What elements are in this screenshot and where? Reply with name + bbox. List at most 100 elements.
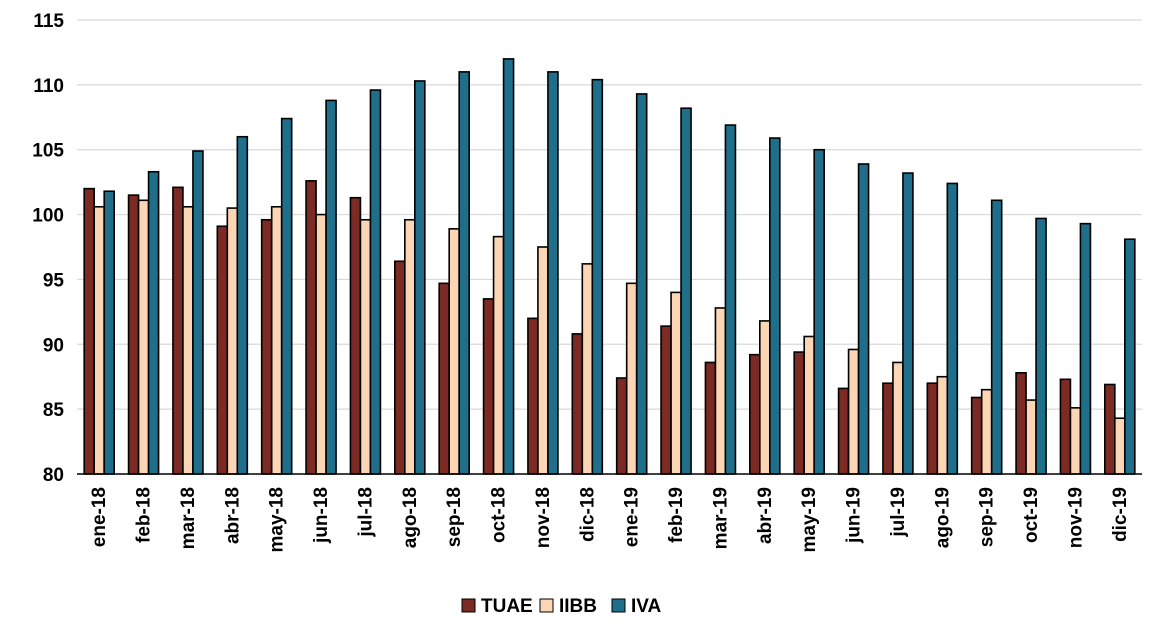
bar-tuae — [305, 180, 317, 475]
x-tick-label: oct-19 — [1021, 487, 1042, 543]
y-tick-label: 105 — [32, 141, 64, 162]
bar-iva — [680, 107, 692, 475]
bar-iibb — [137, 199, 150, 475]
x-tick-label: jul-18 — [355, 487, 376, 538]
bar-iibb — [182, 205, 194, 475]
x-tick-label: oct-18 — [489, 487, 510, 543]
bar-tuae — [571, 333, 584, 475]
bar-iibb — [93, 205, 105, 475]
bar-tuae — [216, 225, 229, 475]
bar-tuae — [260, 218, 273, 475]
x-tick-label: ene-19 — [622, 487, 643, 547]
bar-iibb — [714, 307, 727, 475]
bar-iva — [813, 148, 825, 475]
category-group — [970, 199, 1003, 475]
bar-tuae — [482, 298, 495, 475]
bar-tuae — [438, 282, 450, 475]
category-group — [1015, 217, 1047, 475]
bar-iva — [414, 80, 426, 475]
legend-label: IVA — [631, 596, 662, 617]
bar-iva — [946, 182, 959, 475]
legend-swatch — [611, 598, 626, 613]
bar-iva — [103, 190, 115, 475]
x-tick-label: ago-18 — [400, 487, 421, 548]
bar-iva — [990, 199, 1003, 475]
bar-tuae — [837, 387, 850, 475]
bar-iva — [1079, 222, 1092, 475]
category-group — [83, 187, 115, 475]
x-tick-label: jun-19 — [844, 487, 865, 544]
x-tick-label: may-19 — [799, 487, 820, 553]
category-group — [704, 124, 737, 475]
y-tick-label: 85 — [43, 400, 65, 421]
x-tick-label: dic-19 — [1110, 487, 1131, 542]
bar-iibb — [359, 218, 372, 475]
bar-iva — [502, 58, 515, 475]
x-tick-label: sep-18 — [444, 487, 465, 547]
category-group — [216, 135, 249, 475]
bar-iibb — [892, 361, 904, 475]
bar-iibb — [980, 388, 993, 475]
bar-iva — [547, 71, 559, 475]
category-group — [749, 137, 781, 475]
x-tick-label: dic-18 — [577, 487, 598, 542]
bar-iibb — [803, 335, 815, 475]
bar-tuae — [172, 186, 184, 475]
category-group — [660, 107, 692, 475]
category-group — [1104, 238, 1136, 475]
category-group — [438, 71, 470, 475]
x-tick-label: sep-19 — [977, 487, 998, 547]
legend-item-iibb: IIBB — [539, 596, 597, 617]
gridlines — [77, 19, 1142, 410]
bar-tuae — [926, 382, 939, 475]
bar-iibb — [492, 235, 505, 475]
category-group — [349, 89, 382, 475]
y-tick-label: 110 — [33, 76, 64, 97]
bar-iva — [192, 150, 204, 475]
legend-label: IIBB — [559, 596, 597, 617]
bar-iva — [280, 117, 293, 475]
bar-tuae — [1059, 378, 1072, 475]
x-tick-label: ene-18 — [89, 487, 110, 547]
bar-iva — [458, 71, 470, 475]
bar-iibb — [1025, 399, 1037, 475]
x-tick-label: nov-18 — [533, 487, 554, 548]
category-group — [527, 71, 559, 475]
y-tick-label: 115 — [33, 11, 64, 32]
bar-iibb — [404, 218, 416, 475]
x-tick-label: jun-18 — [311, 487, 332, 544]
legend-swatch — [539, 598, 554, 613]
bar-iva — [236, 135, 249, 475]
x-tick-label: abr-19 — [755, 487, 776, 544]
bar-tuae — [1104, 383, 1116, 475]
bar-iibb — [315, 213, 327, 475]
category-group — [482, 58, 515, 475]
bar-iva — [1124, 238, 1136, 475]
category-group — [926, 182, 959, 475]
category-group — [172, 150, 204, 475]
bar-iva — [1035, 217, 1047, 475]
x-tick-label: may-18 — [267, 487, 288, 553]
bar-iva — [724, 124, 737, 475]
legend-item-iva: IVA — [611, 596, 662, 617]
bar-tuae — [970, 396, 983, 475]
y-tick-label: 95 — [43, 270, 65, 291]
legend-swatch — [461, 598, 476, 613]
bar-tuae — [527, 317, 539, 475]
x-tick-label: abr-18 — [222, 487, 243, 544]
bar-iibb — [226, 207, 239, 475]
bar-tuae — [704, 361, 717, 475]
bars — [83, 58, 1136, 475]
bar-iibb — [936, 375, 949, 475]
x-tick-label: mar-19 — [710, 487, 731, 549]
y-axis-ticks: 80 85 90 95 100 105 110 115 — [32, 11, 64, 486]
bar-iva — [369, 89, 382, 475]
bar-iva — [591, 78, 604, 475]
legend: TUAE IIBB IVA — [461, 596, 662, 617]
bar-iva — [857, 163, 870, 475]
x-tick-label: feb-18 — [134, 487, 155, 543]
bar-tuae — [793, 351, 805, 475]
bar-iibb — [537, 246, 549, 475]
legend-label: TUAE — [481, 596, 533, 617]
